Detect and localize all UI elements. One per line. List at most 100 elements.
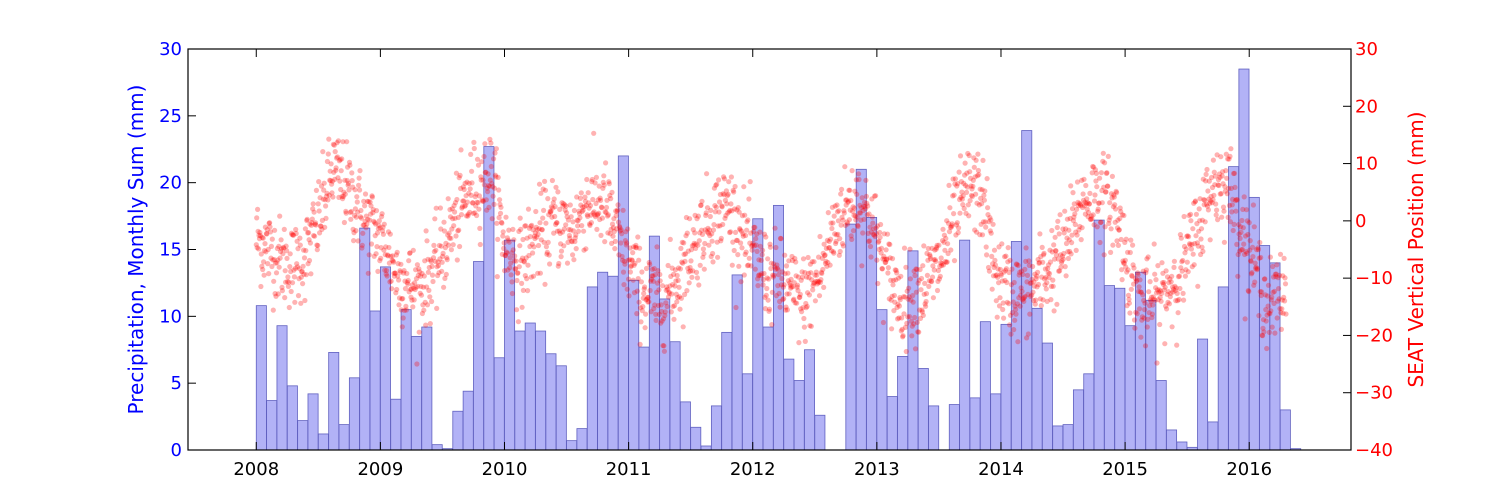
position-point bbox=[983, 224, 989, 230]
position-point bbox=[261, 259, 267, 265]
position-point bbox=[490, 184, 496, 190]
position-point bbox=[348, 216, 354, 222]
position-point bbox=[945, 241, 951, 247]
position-point bbox=[723, 212, 729, 219]
position-point bbox=[571, 257, 577, 263]
position-point bbox=[797, 294, 803, 300]
position-point bbox=[810, 283, 816, 289]
position-point bbox=[488, 140, 494, 146]
position-point bbox=[603, 204, 610, 211]
position-point bbox=[1114, 190, 1120, 196]
position-point bbox=[786, 291, 792, 297]
x-tick-label: 2014 bbox=[978, 459, 1024, 480]
position-point bbox=[845, 198, 852, 204]
position-point bbox=[546, 212, 552, 218]
position-point bbox=[689, 274, 695, 280]
position-point bbox=[879, 266, 886, 272]
position-point bbox=[477, 225, 483, 231]
position-point bbox=[825, 259, 831, 266]
position-point bbox=[917, 266, 923, 273]
position-point bbox=[1187, 241, 1193, 247]
position-point bbox=[827, 262, 833, 268]
position-point bbox=[1220, 181, 1226, 187]
position-point bbox=[1283, 311, 1289, 317]
position-point bbox=[1124, 303, 1130, 309]
position-point bbox=[625, 226, 631, 232]
position-point bbox=[439, 268, 445, 274]
position-point bbox=[1111, 194, 1117, 200]
position-point bbox=[1265, 293, 1271, 299]
position-point bbox=[1198, 251, 1204, 258]
position-point bbox=[713, 204, 719, 210]
position-point bbox=[575, 218, 581, 224]
position-point bbox=[1007, 312, 1014, 318]
position-point bbox=[934, 242, 940, 248]
position-point bbox=[725, 191, 731, 197]
position-point bbox=[570, 219, 576, 225]
position-point bbox=[849, 168, 855, 174]
position-point bbox=[1065, 249, 1071, 255]
position-point bbox=[782, 252, 788, 258]
position-point bbox=[1082, 211, 1088, 217]
position-point bbox=[596, 183, 602, 189]
position-point bbox=[564, 210, 570, 216]
position-point bbox=[654, 289, 660, 295]
position-point bbox=[1258, 292, 1264, 299]
position-point bbox=[955, 230, 961, 236]
position-point bbox=[268, 255, 274, 261]
position-point bbox=[267, 224, 273, 230]
position-point bbox=[397, 268, 403, 274]
position-point bbox=[664, 303, 670, 310]
position-point bbox=[378, 255, 384, 261]
position-point bbox=[921, 291, 927, 297]
position-point bbox=[677, 266, 684, 272]
position-point bbox=[654, 244, 660, 250]
position-point bbox=[1114, 238, 1120, 244]
position-point bbox=[579, 223, 585, 229]
position-point bbox=[643, 297, 649, 303]
position-point bbox=[340, 139, 346, 145]
position-point bbox=[281, 226, 287, 232]
position-point bbox=[1080, 204, 1086, 210]
position-point bbox=[622, 261, 628, 267]
position-point bbox=[284, 248, 290, 254]
position-point bbox=[384, 273, 390, 279]
position-point bbox=[646, 259, 652, 266]
position-point bbox=[722, 197, 729, 203]
position-point bbox=[1002, 254, 1008, 260]
position-point bbox=[598, 197, 604, 203]
position-point bbox=[1076, 200, 1082, 207]
position-point bbox=[1263, 307, 1269, 313]
position-point bbox=[332, 149, 338, 155]
position-point bbox=[1018, 285, 1024, 291]
position-point bbox=[770, 274, 776, 280]
precipitation-bar bbox=[886, 396, 898, 451]
position-point bbox=[975, 167, 982, 174]
position-point bbox=[857, 210, 864, 216]
position-point bbox=[589, 176, 595, 183]
position-point bbox=[530, 273, 537, 279]
position-point bbox=[350, 226, 356, 232]
position-point bbox=[1202, 197, 1208, 203]
position-point bbox=[1091, 198, 1098, 204]
position-point bbox=[1116, 227, 1122, 233]
position-point bbox=[296, 266, 302, 272]
position-point bbox=[1097, 219, 1104, 226]
position-point bbox=[469, 168, 475, 174]
position-point bbox=[341, 189, 347, 195]
position-point bbox=[630, 250, 636, 256]
position-point bbox=[1011, 327, 1017, 333]
position-point bbox=[1163, 268, 1169, 274]
position-point bbox=[1085, 214, 1091, 220]
vertical-position-points bbox=[253, 130, 1289, 367]
position-point bbox=[1147, 303, 1153, 309]
position-point bbox=[1138, 289, 1144, 295]
position-point bbox=[529, 241, 535, 247]
position-point bbox=[1231, 221, 1237, 227]
position-point bbox=[1201, 202, 1207, 208]
position-point bbox=[937, 273, 943, 279]
position-point bbox=[1199, 244, 1205, 250]
position-point bbox=[735, 252, 741, 258]
y-right-tick-label: −20 bbox=[1355, 325, 1393, 346]
position-point bbox=[637, 245, 643, 251]
